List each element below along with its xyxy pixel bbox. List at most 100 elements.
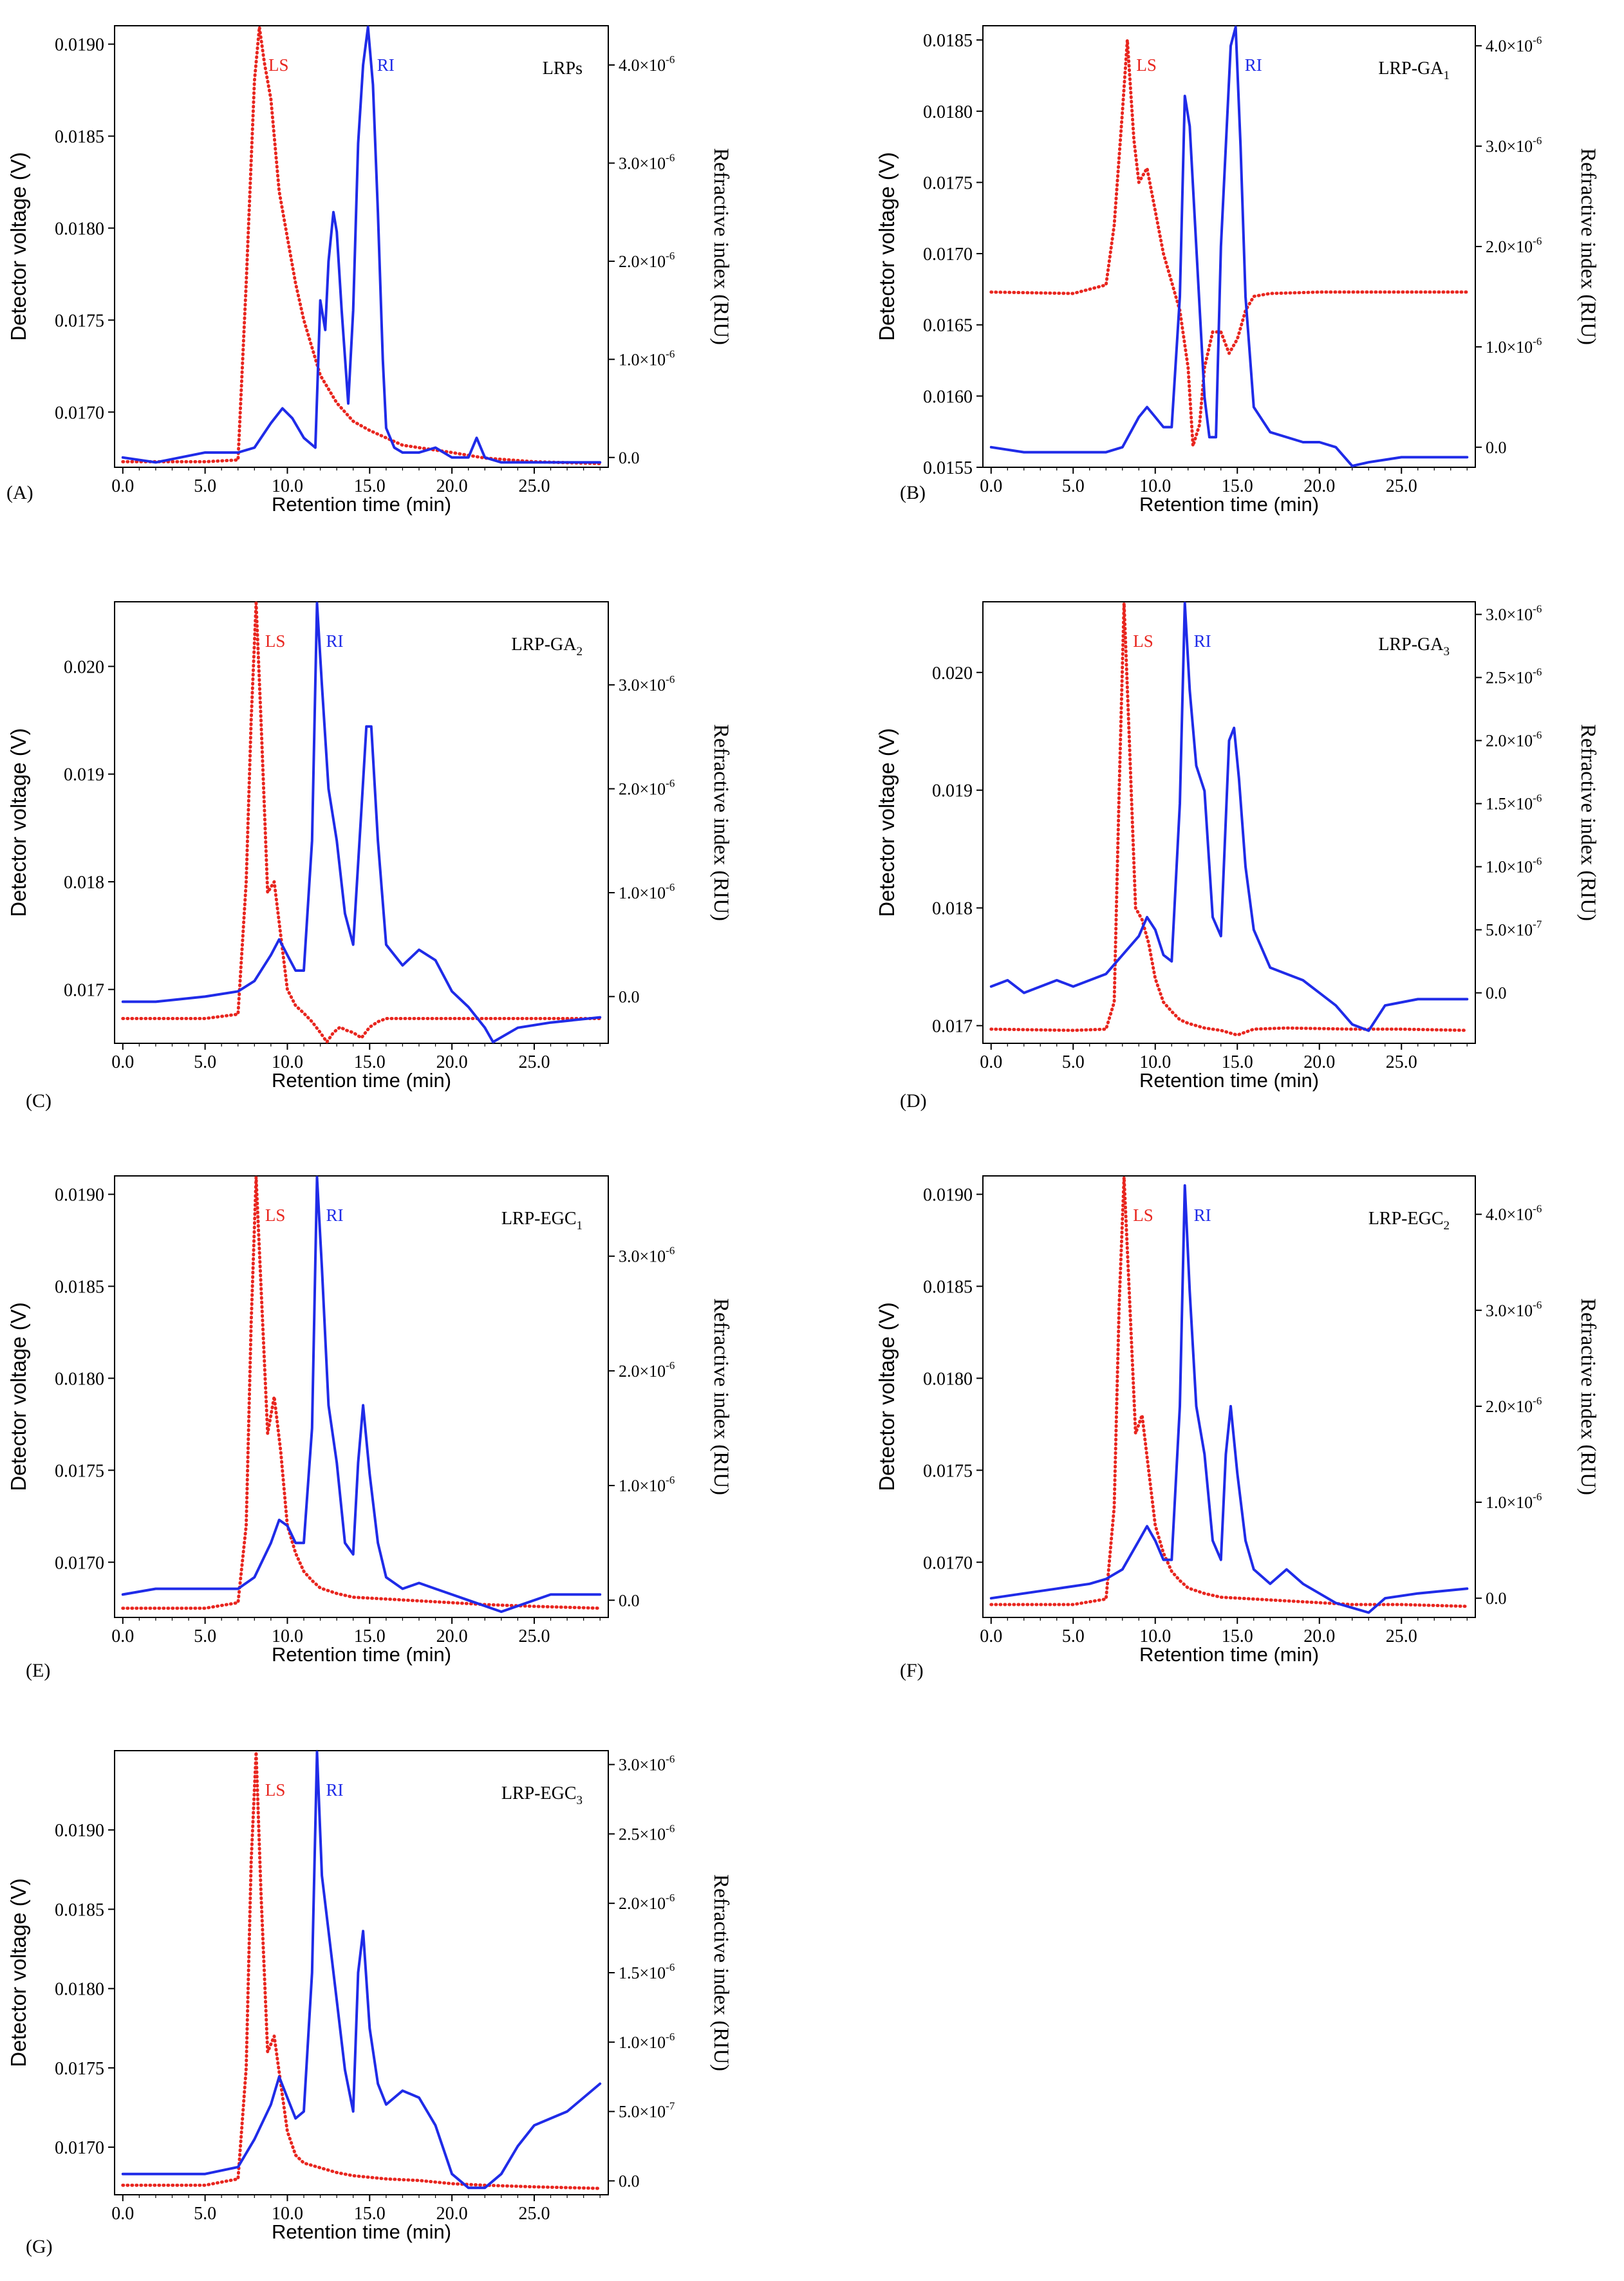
y2-axis-title: Refractive index (RIU) — [709, 1298, 733, 1495]
annotation-ri: RI — [326, 631, 343, 651]
y2-tick-label: 1.5×10-6 — [1486, 792, 1542, 814]
panel-label: (A) — [6, 482, 33, 503]
x-tick-label: 0.0 — [111, 2204, 134, 2224]
panel-label: (B) — [900, 482, 926, 503]
y2-tick-label: 1.0×10-6 — [619, 2031, 675, 2052]
x-tick-label: 5.0 — [194, 1626, 216, 1646]
y-tick-label: 0.0170 — [55, 2138, 104, 2158]
y-tick-label: 0.0185 — [923, 1278, 973, 1298]
plot-frame — [982, 1175, 1476, 1618]
annotation-ls: LS — [265, 1206, 286, 1225]
y-axis-title: Detector voltage (V) — [875, 728, 899, 917]
y2-tick-label: 4.0×10-6 — [1486, 1203, 1542, 1224]
annotation-ri: RI — [326, 1780, 343, 1800]
y2-tick-label: 2.0×10-6 — [619, 1892, 675, 1913]
x-tick-label: 10.0 — [272, 476, 303, 496]
annotation-ri: RI — [1194, 1206, 1211, 1225]
x-tick-label: 25.0 — [1386, 476, 1417, 496]
y2-tick-label: 3.0×10-6 — [1486, 135, 1542, 156]
y2-tick-label: 1.0×10-6 — [619, 348, 675, 369]
y-tick-label: 0.0160 — [923, 387, 973, 407]
x-axis-title: Retention time (min) — [272, 1069, 451, 1092]
x-tick-label: 0.0 — [111, 476, 134, 496]
x-tick-label: 15.0 — [354, 2204, 386, 2224]
x-tick-label: 25.0 — [518, 1626, 550, 1646]
x-axis-title: Retention time (min) — [1139, 1643, 1319, 1666]
y2-tick-label: 3.0×10-6 — [619, 151, 675, 172]
panel-label: (G) — [26, 2236, 53, 2257]
y-tick-label: 0.0175 — [923, 173, 973, 193]
series-ls-line — [121, 1750, 602, 2190]
y2-axis-title: Refractive index (RIU) — [1576, 148, 1600, 345]
y-tick-label: 0.0185 — [55, 1278, 104, 1298]
annotation-ls: LS — [1133, 631, 1153, 651]
panel-title: LRPs — [543, 59, 583, 79]
y-tick-label: 0.0175 — [923, 1461, 973, 1481]
y2-tick-label: 2.0×10-6 — [1486, 1395, 1542, 1416]
x-axis-title: Retention time (min) — [272, 2220, 451, 2243]
y-axis-title: Detector voltage (V) — [6, 728, 30, 917]
panel-title: LRP-EGC2 — [1368, 1209, 1450, 1233]
chart-panel-c: 0.0 5.0 10.0 15.0 20.0 25.0 0.017 0.018 0.019 0.0… — [6, 601, 733, 1112]
y2-tick-label: 0.0 — [619, 1591, 640, 1610]
x-axis-title: Retention time (min) — [272, 493, 451, 516]
panel-label: (D) — [900, 1090, 927, 1112]
x-tick-label: 10.0 — [1139, 1626, 1171, 1646]
x-tick-label: 10.0 — [1139, 476, 1171, 496]
y2-tick-label: 0.0 — [619, 449, 640, 467]
x-tick-label: 15.0 — [354, 476, 386, 496]
panel-title: LRP-EGC1 — [501, 1209, 583, 1233]
y-tick-label: 0.0175 — [55, 311, 104, 331]
series-ri-line — [989, 26, 1469, 467]
x-tick-label: 25.0 — [1386, 1052, 1417, 1072]
series-ls-line — [121, 1175, 602, 1610]
plot-frame — [114, 25, 609, 468]
y-axis-title: Detector voltage (V) — [6, 152, 30, 340]
series-ri-line — [121, 602, 602, 1043]
y2-tick-label: 0.0 — [1486, 984, 1507, 1003]
x-tick-label: 20.0 — [436, 1626, 468, 1646]
y-tick-label: 0.0185 — [55, 127, 104, 147]
series-ri-line — [989, 602, 1469, 1032]
y-tick-label: 0.0155 — [923, 458, 973, 478]
y-tick-label: 0.017 — [932, 1017, 973, 1037]
chart-panel-f: 0.0 5.0 10.0 15.0 20.0 25.0 0.0170 0.0175 0.0180… — [875, 1175, 1600, 1681]
y-tick-label: 0.019 — [932, 781, 973, 801]
y-tick-label: 0.0170 — [923, 1553, 973, 1573]
y2-tick-label: 0.0 — [619, 2172, 640, 2190]
y-tick-label: 0.0175 — [55, 2059, 104, 2079]
y-axis-title: Detector voltage (V) — [875, 1302, 899, 1491]
y2-tick-label: 4.0×10-6 — [619, 53, 675, 75]
y2-tick-label: 3.0×10-6 — [1486, 603, 1542, 624]
y-tick-label: 0.018 — [932, 899, 973, 919]
panel-label: (F) — [900, 1660, 924, 1681]
y2-tick-label: 3.0×10-6 — [1486, 1299, 1542, 1320]
x-tick-label: 15.0 — [1222, 1052, 1253, 1072]
x-tick-label: 20.0 — [436, 2204, 468, 2224]
panel-title: LRP-EGC3 — [501, 1783, 583, 1807]
y2-tick-label: 0.0 — [1486, 1589, 1507, 1608]
series-ls-line — [989, 38, 1469, 448]
annotation-ri: RI — [1194, 631, 1211, 651]
x-tick-label: 5.0 — [194, 2204, 216, 2224]
y2-axis-title: Refractive index (RIU) — [1576, 724, 1600, 921]
x-tick-label: 20.0 — [436, 476, 468, 496]
panel-title: LRP-GA1 — [1378, 59, 1450, 82]
x-tick-label: 5.0 — [194, 476, 216, 496]
x-tick-label: 20.0 — [1303, 476, 1335, 496]
chart-panel-g: 0.0 5.0 10.0 15.0 20.0 25.0 0.0170 0.0175 0.0180… — [6, 1750, 733, 2257]
annotation-ri: RI — [1245, 55, 1262, 75]
annotation-ls: LS — [1136, 55, 1157, 75]
plot-frame — [114, 1175, 609, 1618]
x-tick-label: 15.0 — [1222, 476, 1253, 496]
y-tick-label: 0.0190 — [55, 1186, 104, 1206]
y-tick-label: 0.0185 — [923, 31, 973, 51]
series-ri-line — [989, 1184, 1469, 1614]
x-tick-label: 15.0 — [1222, 1626, 1253, 1646]
x-tick-label: 0.0 — [111, 1626, 134, 1646]
y-tick-label: 0.0175 — [55, 1461, 104, 1481]
y2-tick-label: 2.0×10-6 — [1486, 235, 1542, 256]
x-tick-label: 0.0 — [111, 1052, 134, 1072]
annotation-ls: LS — [265, 1780, 286, 1800]
x-tick-label: 10.0 — [272, 1052, 303, 1072]
